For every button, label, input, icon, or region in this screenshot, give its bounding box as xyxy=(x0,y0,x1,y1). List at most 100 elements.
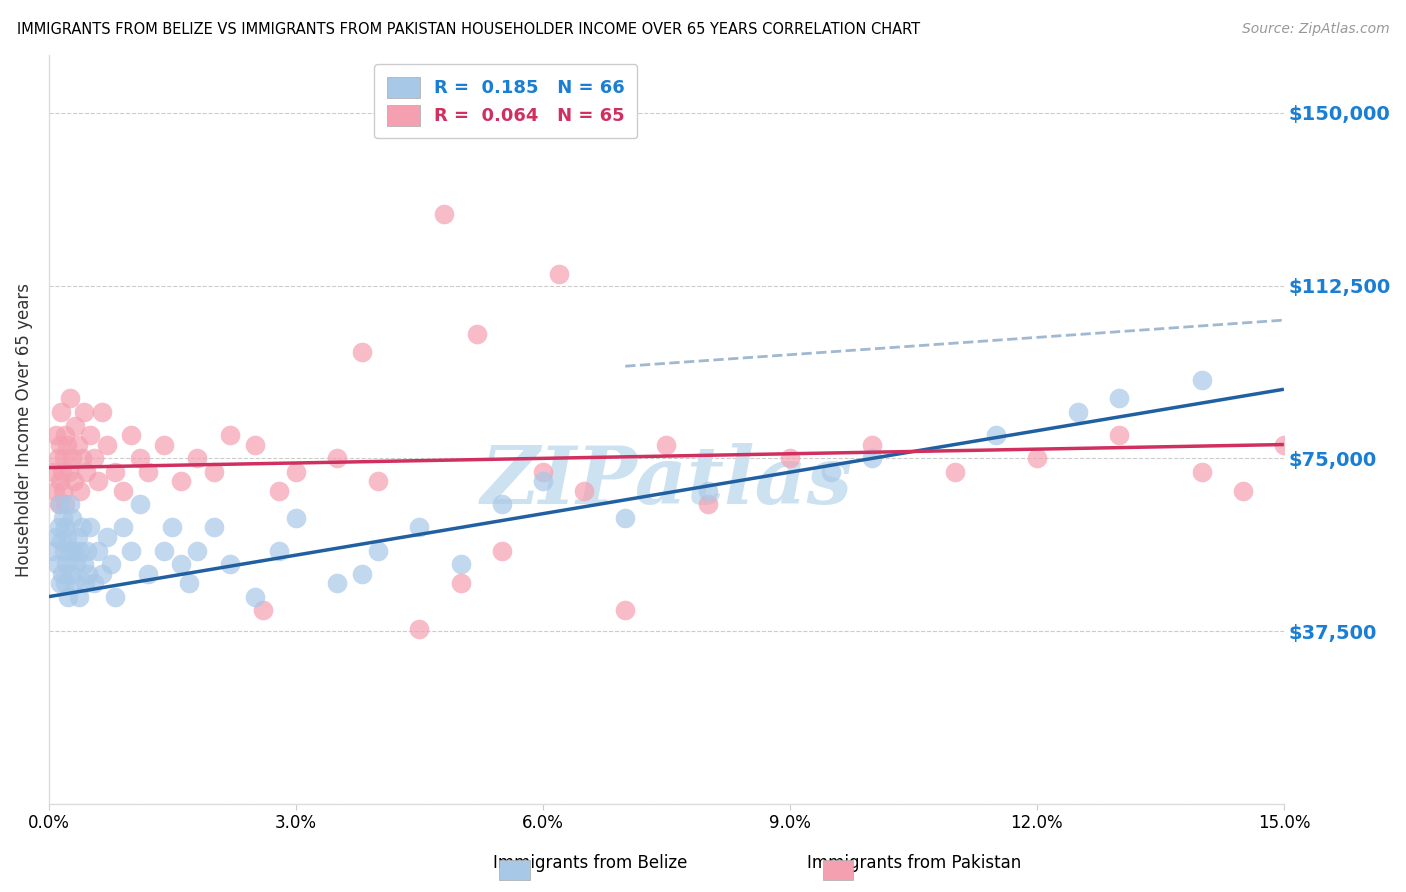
Point xyxy=(153,543,176,558)
Point xyxy=(48,575,70,590)
Text: Immigrants from Belize: Immigrants from Belize xyxy=(494,855,688,872)
Point xyxy=(1191,465,1213,479)
Point xyxy=(120,543,142,558)
Point xyxy=(65,575,87,590)
Point xyxy=(120,428,142,442)
Point xyxy=(60,511,83,525)
Point xyxy=(1232,483,1254,498)
Point xyxy=(491,498,513,512)
Point xyxy=(860,437,883,451)
Point xyxy=(56,437,79,451)
Point xyxy=(58,498,80,512)
Point xyxy=(55,498,77,512)
Point xyxy=(72,405,94,419)
Point xyxy=(79,520,101,534)
Point xyxy=(96,437,118,451)
Point xyxy=(49,475,72,489)
Point xyxy=(58,465,80,479)
Point xyxy=(450,558,472,572)
Point xyxy=(55,520,77,534)
Point xyxy=(60,566,83,581)
Point xyxy=(531,475,554,489)
Point xyxy=(1108,428,1130,442)
Point xyxy=(48,520,70,534)
Point xyxy=(55,558,77,572)
Point xyxy=(67,590,90,604)
Point xyxy=(408,622,430,636)
Point xyxy=(1025,451,1047,466)
Point xyxy=(53,575,76,590)
Point xyxy=(59,543,82,558)
Point xyxy=(243,437,266,451)
Point xyxy=(655,437,678,451)
Point xyxy=(56,590,79,604)
Point xyxy=(170,558,193,572)
Point xyxy=(51,465,73,479)
Point xyxy=(202,465,225,479)
Point xyxy=(70,520,93,534)
Point xyxy=(128,451,150,466)
Point xyxy=(186,543,208,558)
Point xyxy=(170,475,193,489)
Point xyxy=(1108,392,1130,406)
Point xyxy=(219,558,242,572)
Point xyxy=(91,405,114,419)
Legend: R =  0.185   N = 66, R =  0.064   N = 65: R = 0.185 N = 66, R = 0.064 N = 65 xyxy=(374,64,637,138)
Point xyxy=(326,575,349,590)
Point xyxy=(696,498,718,512)
Point xyxy=(75,575,97,590)
Point xyxy=(491,543,513,558)
Point xyxy=(51,534,73,549)
Point xyxy=(42,543,65,558)
Point xyxy=(162,520,184,534)
Point xyxy=(46,558,69,572)
Point xyxy=(136,566,159,581)
Point xyxy=(69,483,91,498)
Point xyxy=(367,475,389,489)
Text: ZIPatlas: ZIPatlas xyxy=(481,443,852,521)
Point xyxy=(820,465,842,479)
Point xyxy=(269,543,291,558)
Point xyxy=(326,451,349,466)
Point xyxy=(52,511,75,525)
Point xyxy=(100,558,122,572)
Point xyxy=(104,590,127,604)
Point xyxy=(450,575,472,590)
Point xyxy=(51,566,73,581)
Point xyxy=(96,530,118,544)
Point xyxy=(112,483,135,498)
Point xyxy=(46,451,69,466)
Point xyxy=(284,511,307,525)
Point xyxy=(83,451,105,466)
Point xyxy=(779,451,801,466)
Point xyxy=(87,475,110,489)
Point xyxy=(45,428,67,442)
Point xyxy=(70,451,93,466)
Point xyxy=(1272,437,1295,451)
Point xyxy=(48,498,70,512)
Point xyxy=(408,520,430,534)
Text: Source: ZipAtlas.com: Source: ZipAtlas.com xyxy=(1241,22,1389,37)
Point xyxy=(76,543,98,558)
Point xyxy=(572,483,595,498)
Point xyxy=(52,483,75,498)
Text: IMMIGRANTS FROM BELIZE VS IMMIGRANTS FROM PAKISTAN HOUSEHOLDER INCOME OVER 65 YE: IMMIGRANTS FROM BELIZE VS IMMIGRANTS FRO… xyxy=(17,22,920,37)
Point xyxy=(1191,373,1213,387)
Point xyxy=(350,345,373,359)
Point xyxy=(77,566,100,581)
Point xyxy=(91,566,114,581)
Point xyxy=(269,483,291,498)
Point xyxy=(614,603,637,617)
Point xyxy=(42,465,65,479)
Point xyxy=(243,590,266,604)
Point xyxy=(75,465,97,479)
Point xyxy=(696,483,718,498)
Point xyxy=(62,543,84,558)
Point xyxy=(66,530,89,544)
Point xyxy=(128,498,150,512)
Point xyxy=(548,267,571,281)
Point xyxy=(177,575,200,590)
Point xyxy=(65,558,87,572)
Point xyxy=(186,451,208,466)
Text: Immigrants from Pakistan: Immigrants from Pakistan xyxy=(807,855,1021,872)
